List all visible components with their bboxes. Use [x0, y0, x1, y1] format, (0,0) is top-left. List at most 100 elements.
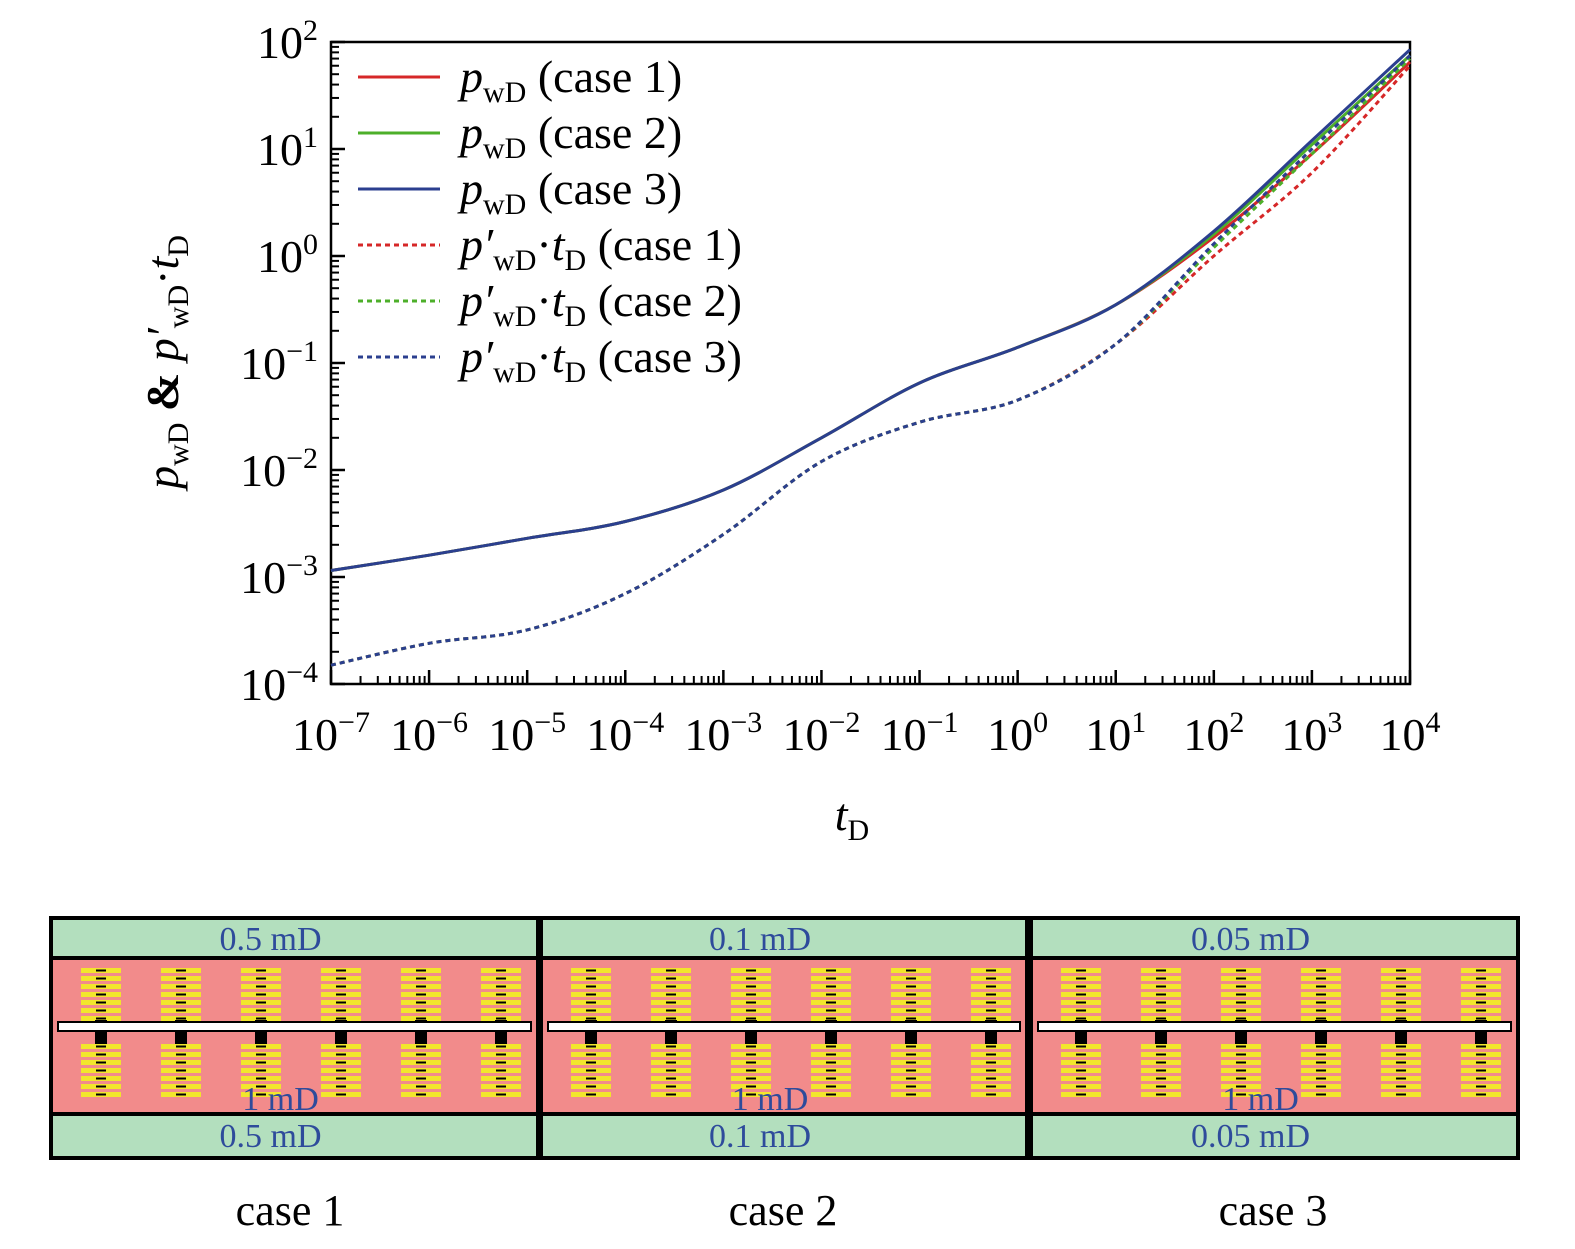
- y-tick-base: 10: [240, 445, 286, 496]
- legend-entry: pwD (case 3): [457, 163, 682, 221]
- fracture-core: [416, 1009, 426, 1012]
- y-tick-label: 102: [257, 14, 318, 68]
- fracture-core: [826, 1053, 836, 1056]
- fracture-core: [1156, 1001, 1166, 1004]
- fracture-core: [176, 993, 186, 996]
- x-axis-label: tD: [835, 789, 869, 847]
- fracture-core: [746, 985, 756, 988]
- fracture-core: [256, 1069, 266, 1072]
- fracture-core: [826, 1017, 836, 1020]
- fracture-core: [416, 1069, 426, 1072]
- fracture-core: [666, 993, 676, 996]
- y-axis-label: pwD & p′wD·tD: [137, 235, 195, 492]
- fracture-core: [1076, 993, 1086, 996]
- legend-case: (case 1): [526, 51, 682, 102]
- fracture-core: [176, 1001, 186, 1004]
- fracture-core: [1316, 1093, 1326, 1096]
- fracture-core: [336, 1001, 346, 1004]
- series-line-6: [330, 54, 1412, 667]
- x-tick-base: 10: [1085, 709, 1131, 760]
- legend-symbol: p: [457, 163, 483, 214]
- fracture-core: [666, 1093, 676, 1096]
- fracture-core: [336, 985, 346, 988]
- fracture-core: [826, 1093, 836, 1096]
- fracture-core: [1236, 1085, 1246, 1088]
- x-tick-label: 10−5: [488, 706, 566, 760]
- fracture-core: [1396, 993, 1406, 996]
- fracture-core: [496, 1061, 506, 1064]
- legend-entry: pwD (case 1): [457, 51, 682, 109]
- fracture-core: [1476, 969, 1486, 972]
- fracture-core: [1396, 1045, 1406, 1048]
- y-tick-label: 10−2: [240, 442, 318, 496]
- y-label-d: D: [162, 235, 195, 257]
- series-line-3: [330, 48, 1412, 572]
- x-tick-exp: −7: [338, 706, 370, 739]
- fracture-core: [256, 1045, 266, 1048]
- fracture-core: [826, 1045, 836, 1048]
- fracture-core: [176, 1053, 186, 1056]
- fracture-core: [496, 1045, 506, 1048]
- fracture-core: [986, 993, 996, 996]
- fracture-core: [176, 1077, 186, 1080]
- fracture-core: [1476, 1001, 1486, 1004]
- fracture-core: [826, 977, 836, 980]
- fracture-core: [746, 1077, 756, 1080]
- fracture-core: [256, 1085, 266, 1088]
- x-tick-label: 10−3: [684, 706, 762, 760]
- legend-case: (case 3): [526, 163, 682, 214]
- fracture-core: [826, 993, 836, 996]
- fracture-core: [1076, 985, 1086, 988]
- schematic-case-1: 0.5 mD1 mD0.5 mD: [49, 916, 540, 1160]
- fracture-core: [586, 1085, 596, 1088]
- legend-case: (case 2): [586, 275, 742, 326]
- y-label-wd2: wD: [162, 285, 195, 328]
- x-tick-exp: 2: [1229, 706, 1244, 739]
- x-tick-label: 101: [1085, 706, 1146, 760]
- fracture-core: [906, 1093, 916, 1096]
- fracture-core: [96, 993, 106, 996]
- fracture-core: [256, 985, 266, 988]
- fracture-core: [586, 1053, 596, 1056]
- fracture-core: [986, 1045, 996, 1048]
- fracture-core: [416, 1077, 426, 1080]
- fracture-core: [746, 993, 756, 996]
- fracture-core: [1316, 1061, 1326, 1064]
- fracture-core: [826, 969, 836, 972]
- x-tick-base: 10: [987, 709, 1033, 760]
- fracture-core: [666, 1001, 676, 1004]
- fracture-core: [586, 985, 596, 988]
- fracture-core: [666, 985, 676, 988]
- fracture-core: [336, 969, 346, 972]
- fracture-core: [586, 1093, 596, 1096]
- fracture-core: [96, 1069, 106, 1072]
- fracture-core: [1156, 969, 1166, 972]
- fracture-core: [1156, 1093, 1166, 1096]
- fracture-core: [906, 1085, 916, 1088]
- fracture-core: [826, 985, 836, 988]
- legend-subscript: wD: [483, 132, 526, 165]
- legend-subscript: wD: [483, 76, 526, 109]
- fracture-core: [416, 1093, 426, 1096]
- fracture-core: [666, 1077, 676, 1080]
- y-tick-exp: −1: [286, 335, 318, 368]
- fracture-core: [336, 1069, 346, 1072]
- y-tick-base: 10: [240, 338, 286, 389]
- x-tick-exp: −3: [730, 706, 762, 739]
- fracture-core: [256, 1053, 266, 1056]
- top-zone-perm: 0.05 mD: [1191, 921, 1310, 958]
- fracture-core: [1316, 993, 1326, 996]
- fracture-core: [666, 1061, 676, 1064]
- x-tick-exp: −1: [927, 706, 959, 739]
- fracture-core: [336, 993, 346, 996]
- x-tick-base: 10: [881, 709, 927, 760]
- fracture-core: [906, 977, 916, 980]
- legend-t: t: [552, 331, 566, 382]
- y-tick-base: 10: [257, 17, 303, 68]
- fracture-core: [1076, 1045, 1086, 1048]
- y-tick-base: 10: [240, 659, 286, 710]
- legend-entry: p′wD·tD (case 1): [457, 219, 742, 277]
- fracture-core: [586, 993, 596, 996]
- fracture-core: [906, 1009, 916, 1012]
